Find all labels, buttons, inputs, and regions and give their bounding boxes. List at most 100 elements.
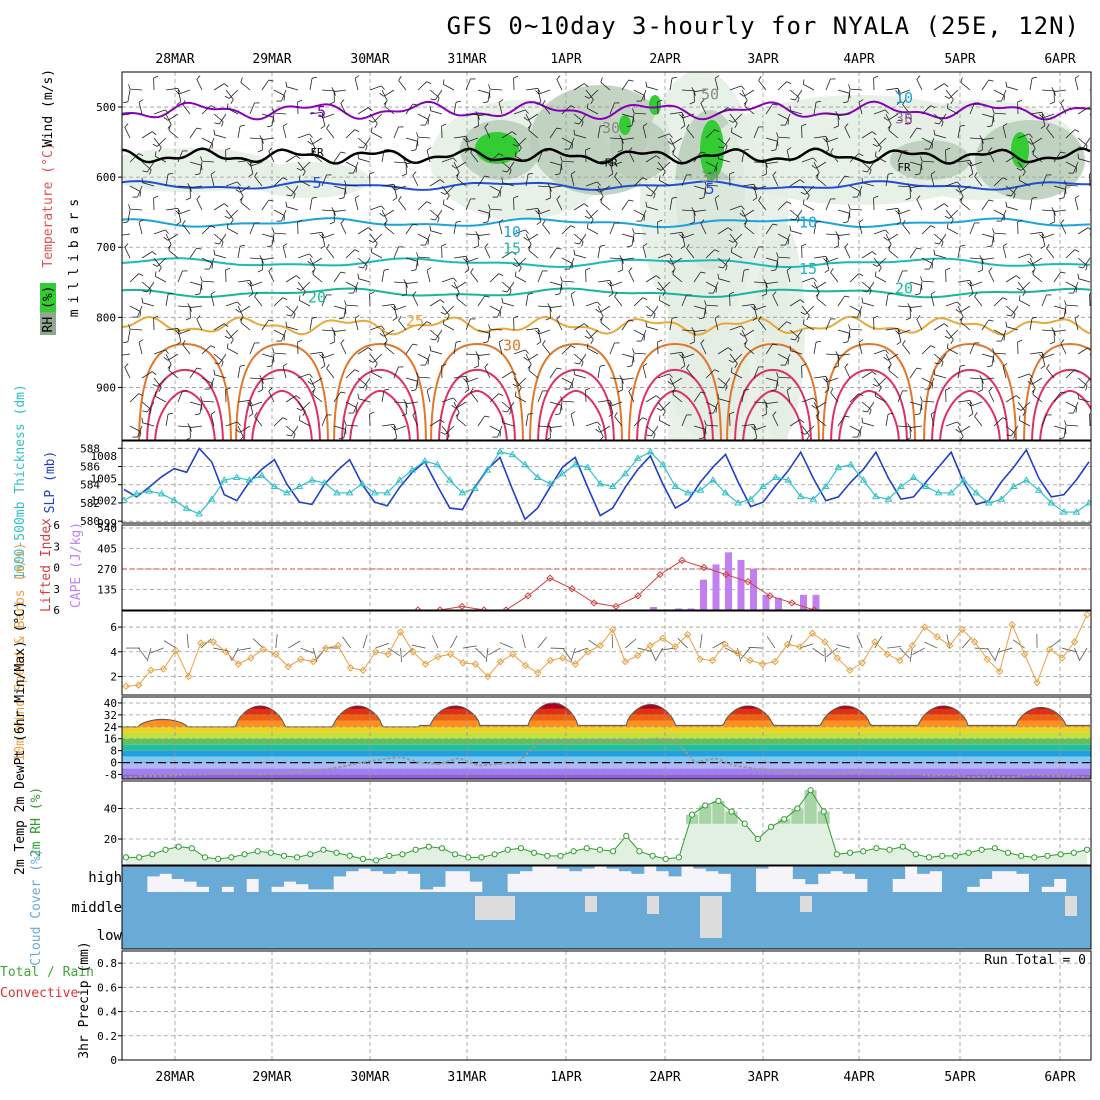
- wind-barb-flag: [441, 123, 447, 127]
- thickness-label: 1000-500mb Thickness (dm): [13, 384, 28, 580]
- wind-barb-flag: [700, 99, 705, 104]
- wind-barb: [574, 134, 587, 139]
- wind-barb: [393, 366, 399, 379]
- wind-barb: [921, 105, 931, 115]
- wind-barb: [1074, 78, 1079, 91]
- wind-barb: [417, 321, 427, 331]
- wind-barb-flag: [1064, 300, 1067, 306]
- high-cloud-bar: [991, 866, 1005, 872]
- wind-barb-flag: [671, 268, 676, 273]
- wind-barb: [888, 129, 899, 139]
- wind-barb: [578, 233, 587, 245]
- wind-barb-flag: [282, 363, 288, 367]
- wind-barb-flag: [734, 123, 738, 128]
- wind-barb-flag: [816, 413, 819, 419]
- wind-barb: [921, 137, 933, 144]
- wind-barb: [633, 177, 643, 187]
- wind-barb-flag: [1002, 417, 1008, 421]
- wind-barb-flag: [729, 291, 735, 295]
- date-label-bottom: 31MAR: [447, 1070, 486, 1085]
- wind-speed-marker: [833, 654, 842, 662]
- wind-barb-flag: [177, 208, 181, 213]
- wind-barb: [706, 424, 719, 427]
- wind-barb-flag: [391, 306, 396, 311]
- wind-barb-flag: [283, 335, 285, 341]
- wind-barb: [528, 129, 539, 139]
- wind-barb-flag: [537, 88, 541, 93]
- wind-barb-flag: [1064, 420, 1067, 426]
- wind-barb-flag: [554, 413, 560, 416]
- wind-barb: [873, 257, 882, 268]
- wind-barb: [312, 273, 323, 283]
- wind-barb-flag: [523, 237, 529, 241]
- wind-barb-flag: [960, 124, 966, 127]
- wind-speed-marker: [309, 657, 317, 666]
- wind-barb-flag: [1040, 125, 1046, 129]
- wind-barb: [167, 233, 179, 241]
- wind-barb: [1042, 353, 1055, 359]
- wind-barb-flag: [1075, 287, 1077, 293]
- wind-barb: [705, 369, 715, 379]
- date-label-bottom: 29MAR: [252, 1070, 291, 1085]
- wind-barb: [1060, 343, 1067, 355]
- wind-barb: [669, 318, 673, 331]
- wind-barb-flag: [440, 191, 446, 195]
- wind-barb-flag: [632, 348, 635, 354]
- wind-barb: [556, 319, 563, 331]
- surface-wind-barb: [574, 647, 588, 653]
- wind-barb: [489, 153, 499, 163]
- wind-barb-flag: [672, 316, 678, 319]
- wind-barb-flag: [1049, 341, 1055, 345]
- wind-barb-flag: [869, 289, 872, 295]
- wind-barb-flag: [967, 162, 972, 167]
- wind-barb-flag: [393, 424, 397, 429]
- thickness-marker: [684, 488, 692, 496]
- wind-barb: [326, 248, 335, 259]
- high-cloud-bar: [1078, 866, 1091, 892]
- wind-barb-flag: [888, 125, 891, 131]
- rh2m-marker: [346, 852, 353, 859]
- wind-barb: [888, 369, 899, 379]
- wind-barb: [982, 377, 995, 381]
- contour-boundary-layer: [341, 368, 419, 440]
- wind-barb: [718, 158, 731, 163]
- wind-barb: [916, 319, 923, 331]
- wind-barb-flag: [416, 372, 419, 378]
- wind-barb: [281, 329, 287, 342]
- wind-barb: [1082, 377, 1091, 389]
- wind-barb-flag: [679, 354, 684, 359]
- wind-barb-flag: [858, 153, 864, 157]
- wind-barb-flag: [884, 229, 889, 234]
- wind-barb-flag: [153, 75, 159, 79]
- temp-band: [122, 697, 1091, 703]
- wind-barb-flag: [225, 267, 231, 271]
- middle-cloud-gap: [800, 896, 812, 912]
- wind-barb-flag: [187, 303, 191, 308]
- wind-barb: [970, 161, 983, 167]
- wind-barb: [240, 201, 251, 211]
- wind-barb: [1053, 271, 1062, 283]
- wind-barb: [513, 349, 526, 355]
- wind-barb: [573, 203, 585, 211]
- wind-barb-flag: [812, 277, 817, 282]
- wind-barb: [153, 377, 162, 388]
- wind-barb-flag: [528, 292, 534, 295]
- wind-barb: [741, 270, 745, 283]
- wind-barb: [214, 374, 227, 379]
- wind-barb-flag: [1006, 434, 1012, 437]
- wind-barb-flag: [536, 341, 542, 345]
- wind-barb-flag: [955, 189, 961, 193]
- wind-barb-flag: [873, 195, 879, 199]
- rh2m-marker: [570, 848, 577, 855]
- wind-barb: [381, 183, 394, 187]
- wind-barb: [633, 89, 645, 96]
- wind-barb: [489, 425, 501, 432]
- wind-barb: [785, 353, 791, 366]
- wind-barb-flag: [329, 221, 335, 225]
- wind-barb: [875, 396, 887, 403]
- wind-barb: [982, 137, 995, 141]
- wind-barb: [650, 305, 659, 317]
- wind-barb: [1032, 153, 1043, 163]
- wind-barb-flag: [527, 124, 532, 129]
- wind-barb-flag: [282, 123, 288, 127]
